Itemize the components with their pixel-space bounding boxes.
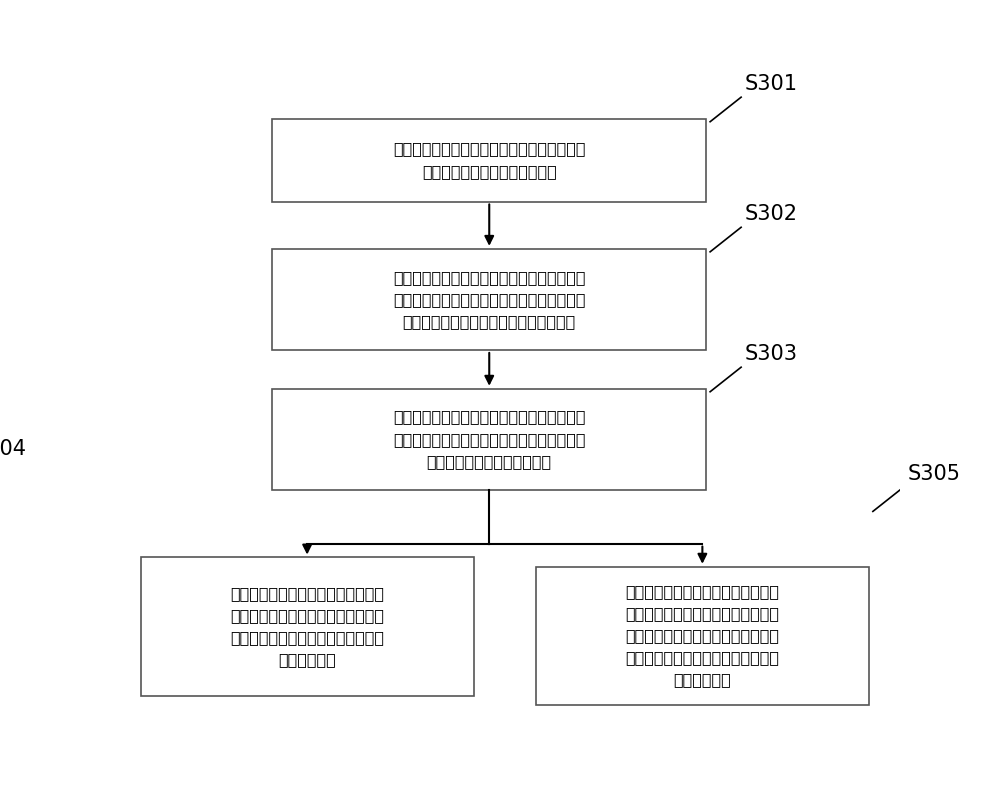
FancyBboxPatch shape: [140, 557, 474, 696]
Text: 所述移动终端当检测到当前系统时间晚于预设
时段的时段终端时间节点时，解除针对所述指
纹模组的按压事件的屏蔽操作: 所述移动终端当检测到当前系统时间晚于预设 时段的时段终端时间节点时，解除针对所述…: [393, 410, 586, 469]
Text: S303: S303: [745, 344, 798, 364]
Text: 所述移动终端当检测到针对所述指纹
模组的第三按压事件、且所述移动终
端处于熄屏状态时，根据所述第三按
压事件检测所述指纹模组的指纹识别
功能是否开启: 所述移动终端当检测到针对所述指纹 模组的第三按压事件、且所述移动终 端处于熄屏状…: [625, 583, 779, 688]
FancyBboxPatch shape: [272, 249, 706, 350]
FancyBboxPatch shape: [536, 567, 869, 705]
Text: S304: S304: [0, 439, 27, 459]
Text: S302: S302: [745, 204, 798, 224]
Text: 所述移动终端当在熄屏状态下检测到所述指纹
模组的指纹识别功能开启时，在预设时段内屏
蔽针对所述指纹模组的至少一次按压事件: 所述移动终端当在熄屏状态下检测到所述指纹 模组的指纹识别功能开启时，在预设时段内…: [393, 269, 586, 329]
FancyBboxPatch shape: [272, 119, 706, 202]
Text: 所述移动终端当检测到针对所述指纹
模组的第三按压事件、且所述移动终
端处于亮屏解锁状态时，在显示屏上
显示系统桌面: 所述移动终端当检测到针对所述指纹 模组的第三按压事件、且所述移动终 端处于亮屏解…: [230, 586, 384, 667]
Text: S305: S305: [908, 464, 961, 484]
Text: 所述移动终端在熄屏状态下检测移动终端的指
纹模组的指纹识别功能是否开启: 所述移动终端在熄屏状态下检测移动终端的指 纹模组的指纹识别功能是否开启: [393, 142, 586, 179]
FancyBboxPatch shape: [272, 389, 706, 490]
Text: S301: S301: [745, 74, 798, 94]
